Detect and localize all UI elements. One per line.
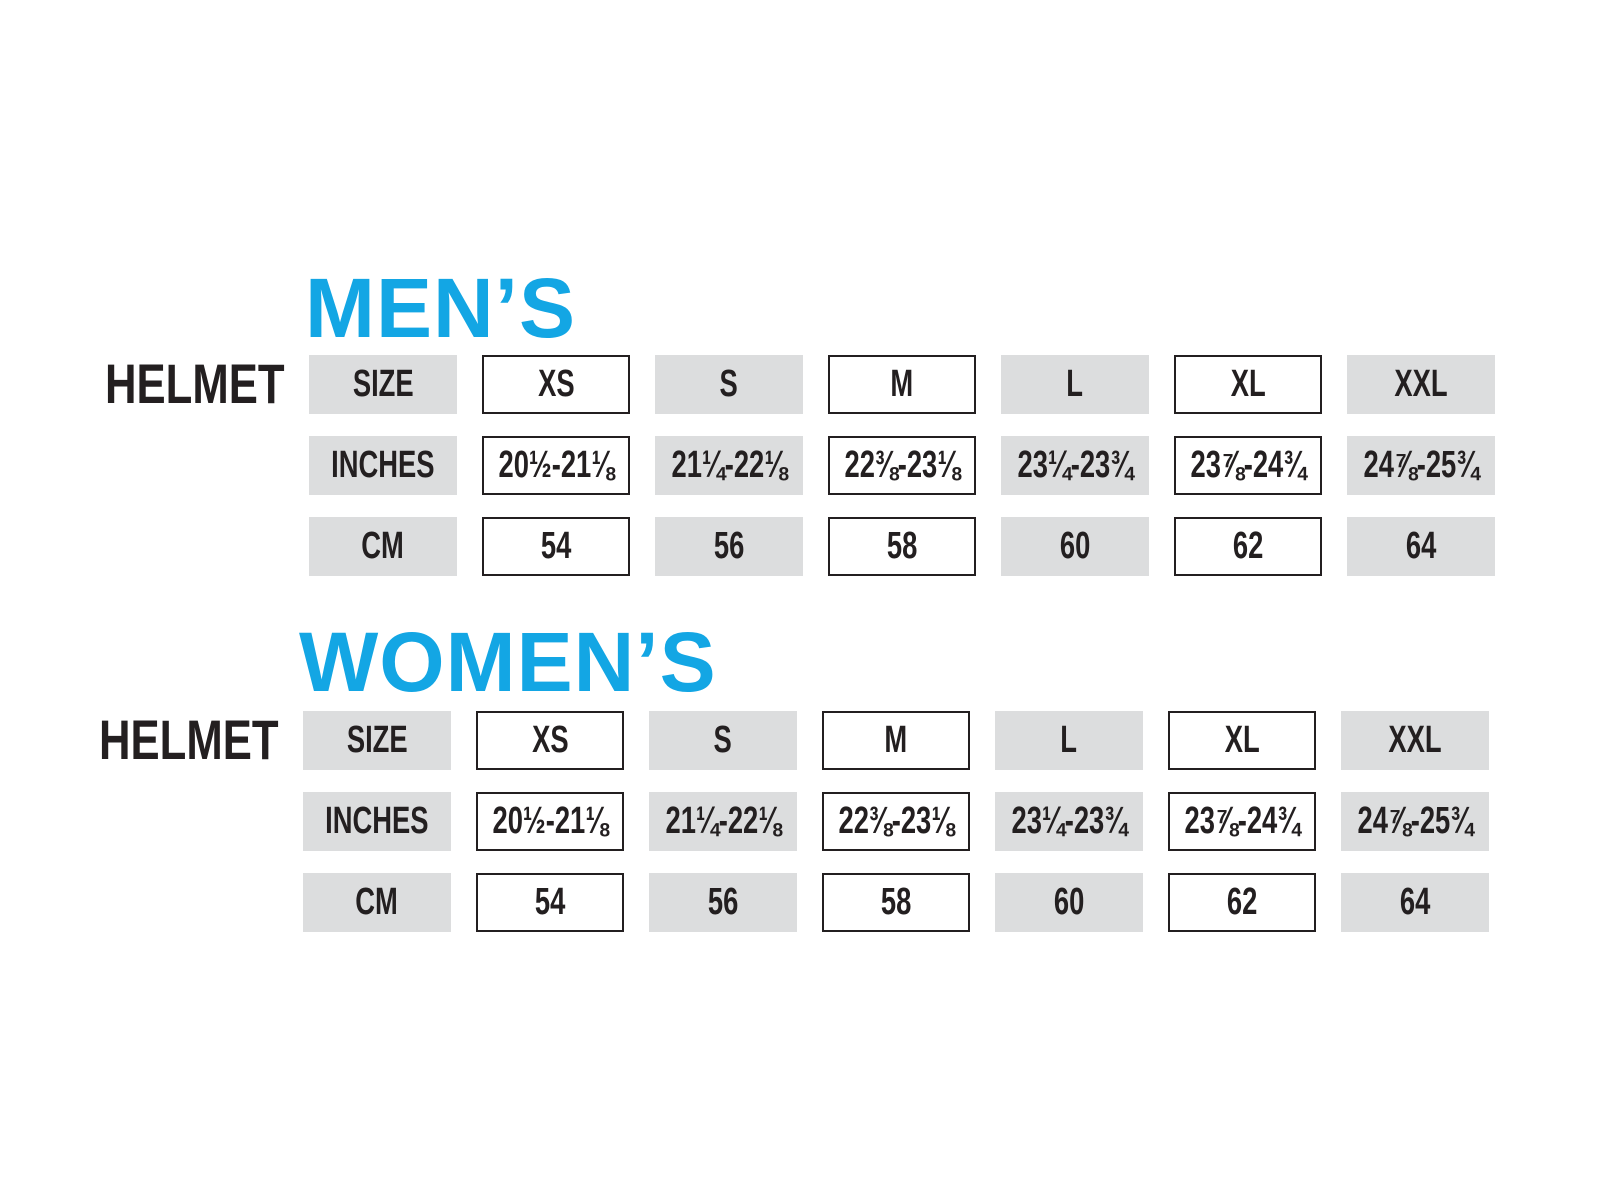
cell-text: 54 [540, 525, 572, 567]
cell-text: 20½-21⅛ [492, 800, 608, 842]
cell-text: 21¼-22⅛ [665, 800, 781, 842]
cell-text: 22⅜-23⅛ [844, 444, 960, 486]
table-cell: 20½-21⅛ [482, 436, 630, 495]
table-cell: S [649, 711, 797, 770]
cell-text: 23¼-23¾ [1011, 800, 1127, 842]
cell-text: 56 [707, 881, 739, 923]
cell-text: 54 [534, 881, 566, 923]
cell-text: XS [531, 719, 569, 761]
table-cell: 54 [476, 873, 624, 932]
cell-text: XS [537, 363, 575, 405]
cell-text: S [713, 719, 733, 761]
table-cell: 54 [482, 517, 630, 576]
table-cell: 56 [655, 517, 803, 576]
cell-text: M [890, 363, 914, 405]
cell-text: XL [1230, 363, 1266, 405]
table-cell: M [822, 711, 970, 770]
table-cell: 64 [1341, 873, 1489, 932]
cell-text: 23⅞-24¾ [1184, 800, 1300, 842]
cell-text: L [1066, 363, 1084, 405]
cell-text: XL [1224, 719, 1260, 761]
table-cell: S [655, 355, 803, 414]
table-cell: INCHES [309, 436, 457, 495]
cell-text: CM [361, 525, 405, 567]
cell-text: 22⅜-23⅛ [838, 800, 954, 842]
cell-text: INCHES [325, 800, 429, 842]
cell-text: M [884, 719, 908, 761]
table-cell: 21¼-22⅛ [649, 792, 797, 851]
table-cell: 21¼-22⅛ [655, 436, 803, 495]
cell-text: 64 [1399, 881, 1431, 923]
table-cell: 22⅜-23⅛ [828, 436, 976, 495]
cell-text: 62 [1226, 881, 1258, 923]
table-cell: 60 [1001, 517, 1149, 576]
table-cell: 23⅞-24¾ [1174, 436, 1322, 495]
table-cell: XXL [1347, 355, 1495, 414]
row-label: HELMET [105, 352, 285, 415]
cell-text: INCHES [331, 444, 435, 486]
table-cell: L [995, 711, 1143, 770]
table-cell: M [828, 355, 976, 414]
table-cell: CM [309, 517, 457, 576]
cell-text: 58 [886, 525, 918, 567]
table-cell: L [1001, 355, 1149, 414]
cell-text: XXL [1394, 363, 1448, 405]
cell-text: XXL [1388, 719, 1442, 761]
table-cell: 20½-21⅛ [476, 792, 624, 851]
table-cell: 22⅜-23⅛ [822, 792, 970, 851]
cell-text: SIZE [346, 719, 408, 761]
table-cell: 24⅞-25¾ [1341, 792, 1489, 851]
cell-text: 62 [1232, 525, 1264, 567]
cell-text: 20½-21⅛ [498, 444, 614, 486]
cell-text: 24⅞-25¾ [1357, 800, 1473, 842]
cell-text: 23¼-23¾ [1017, 444, 1133, 486]
section-title: MEN’S [305, 261, 577, 355]
cell-text: 58 [880, 881, 912, 923]
cell-text: L [1060, 719, 1078, 761]
cell-text: 64 [1405, 525, 1437, 567]
table-cell: 23⅞-24¾ [1168, 792, 1316, 851]
table-cell: 62 [1168, 873, 1316, 932]
table-cell: XS [482, 355, 630, 414]
row-label: HELMET [99, 708, 279, 771]
cell-text: 23⅞-24¾ [1190, 444, 1306, 486]
table-cell: SIZE [303, 711, 451, 770]
table-cell: INCHES [303, 792, 451, 851]
table-cell: 58 [828, 517, 976, 576]
table-cell: 64 [1347, 517, 1495, 576]
cell-text: SIZE [352, 363, 414, 405]
table-cell: 23¼-23¾ [1001, 436, 1149, 495]
table-cell: 58 [822, 873, 970, 932]
table-cell: XXL [1341, 711, 1489, 770]
table-cell: CM [303, 873, 451, 932]
table-cell: 24⅞-25¾ [1347, 436, 1495, 495]
table-cell: 60 [995, 873, 1143, 932]
table-cell: 62 [1174, 517, 1322, 576]
cell-text: CM [355, 881, 399, 923]
table-cell: XL [1174, 355, 1322, 414]
cell-text: S [719, 363, 739, 405]
cell-text: 60 [1059, 525, 1091, 567]
cell-text: 21¼-22⅛ [671, 444, 787, 486]
cell-text: 56 [713, 525, 745, 567]
table-cell: 23¼-23¾ [995, 792, 1143, 851]
table-cell: XS [476, 711, 624, 770]
table-cell: 56 [649, 873, 797, 932]
cell-text: 24⅞-25¾ [1363, 444, 1479, 486]
table-cell: XL [1168, 711, 1316, 770]
section-title: WOMEN’S [299, 615, 717, 709]
table-cell: SIZE [309, 355, 457, 414]
cell-text: 60 [1053, 881, 1085, 923]
